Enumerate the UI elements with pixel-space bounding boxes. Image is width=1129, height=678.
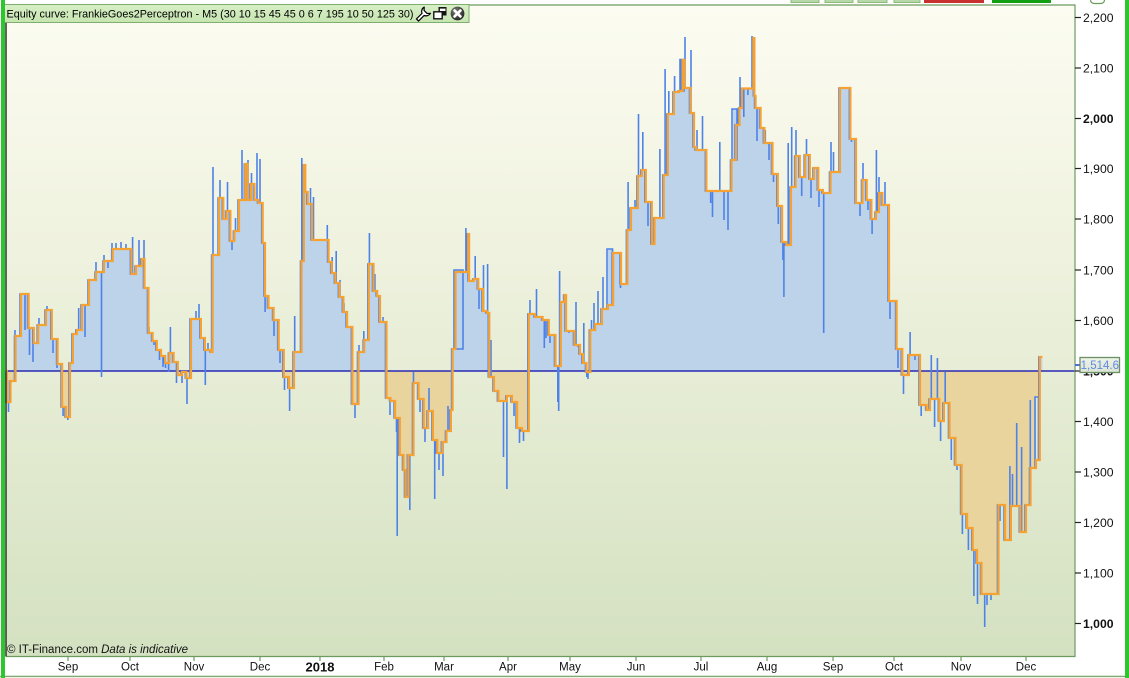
svg-text:2018: 2018	[306, 660, 335, 675]
svg-text:Oct: Oct	[121, 662, 140, 674]
svg-text:Nov: Nov	[951, 662, 972, 674]
svg-text:1,400: 1,400	[1083, 415, 1114, 429]
svg-text:Aug: Aug	[757, 662, 777, 674]
svg-text:1,900: 1,900	[1083, 162, 1114, 176]
svg-text:Dec: Dec	[1016, 662, 1037, 674]
svg-text:1,000: 1,000	[1083, 617, 1114, 631]
svg-text:Jul: Jul	[694, 662, 709, 674]
svg-text:Sep: Sep	[58, 662, 78, 674]
svg-text:Apr: Apr	[499, 662, 517, 674]
svg-text:1,100: 1,100	[1083, 567, 1114, 581]
svg-text:1,700: 1,700	[1083, 264, 1114, 278]
svg-text:2,000: 2,000	[1083, 112, 1114, 126]
svg-text:Jun: Jun	[627, 662, 646, 674]
svg-text:2,100: 2,100	[1083, 62, 1114, 76]
svg-text:1,200: 1,200	[1083, 516, 1114, 530]
svg-text:1,514.6: 1,514.6	[1081, 360, 1119, 372]
svg-text:May: May	[559, 662, 581, 674]
svg-text:1,800: 1,800	[1083, 213, 1114, 227]
svg-text:Equity curve: FrankieGoes2Perc: Equity curve: FrankieGoes2Perceptron - M…	[7, 9, 414, 21]
svg-text:Sep: Sep	[823, 662, 843, 674]
svg-text:1,600: 1,600	[1083, 314, 1114, 328]
svg-text:Dec: Dec	[250, 662, 271, 674]
svg-text:1,300: 1,300	[1083, 466, 1114, 480]
svg-text:Nov: Nov	[184, 662, 205, 674]
svg-text:© IT-Finance.com Data is indic: © IT-Finance.com Data is indicative	[7, 644, 188, 656]
svg-text:2,200: 2,200	[1083, 11, 1114, 25]
svg-text:Oct: Oct	[885, 662, 904, 674]
svg-text:Feb: Feb	[374, 662, 394, 674]
svg-text:Mar: Mar	[434, 662, 454, 674]
